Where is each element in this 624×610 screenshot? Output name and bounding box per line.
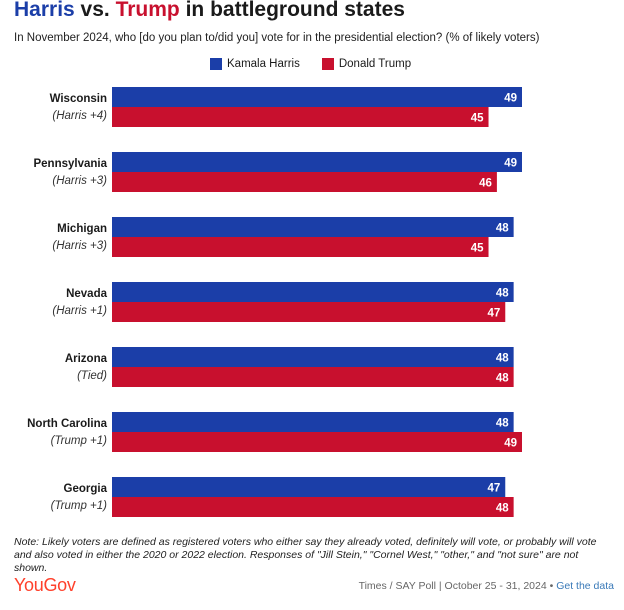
value-label-harris-michigan: 48 xyxy=(496,223,509,235)
margin-label-arizona: (Tied) xyxy=(77,370,107,382)
bar-harris-north-carolina xyxy=(112,412,514,432)
bar-trump-michigan xyxy=(112,237,489,257)
value-label-trump-pennsylvania: 46 xyxy=(479,178,492,190)
margin-label-georgia: (Trump +1) xyxy=(51,500,108,512)
title-trump: Trump xyxy=(115,0,180,21)
value-label-trump-nevada: 47 xyxy=(487,308,500,320)
margin-label-wisconsin: (Harris +4) xyxy=(52,110,107,122)
value-label-harris-nevada: 48 xyxy=(496,288,509,300)
category-label-georgia: Georgia xyxy=(64,483,108,495)
title-rest: in battleground states xyxy=(179,0,405,21)
category-label-north-carolina: North Carolina xyxy=(27,418,107,430)
chart-legend: Kamala Harris Donald Trump xyxy=(210,58,411,70)
yougov-logo: YouGov xyxy=(14,575,76,595)
value-label-trump-north-carolina: 49 xyxy=(504,438,517,450)
category-label-wisconsin: Wisconsin xyxy=(50,93,107,105)
bar-harris-pennsylvania xyxy=(112,152,522,172)
category-label-nevada: Nevada xyxy=(66,288,108,300)
source-separator: • xyxy=(546,580,557,592)
margin-label-nevada: (Harris +1) xyxy=(52,305,107,317)
value-label-trump-wisconsin: 45 xyxy=(471,113,484,125)
source-text: Times / SAY Poll | October 25 - 31, 2024 xyxy=(358,580,547,592)
margin-label-pennsylvania: (Harris +3) xyxy=(52,175,107,187)
bar-harris-michigan xyxy=(112,217,514,237)
legend-item-trump: Donald Trump xyxy=(321,58,412,70)
bar-trump-georgia xyxy=(112,497,514,517)
footnote: Note: Likely voters are defined as regis… xyxy=(14,536,597,574)
bar-harris-arizona xyxy=(112,347,514,367)
value-label-trump-georgia: 48 xyxy=(496,503,509,515)
value-label-harris-arizona: 48 xyxy=(496,353,509,365)
bar-trump-pennsylvania xyxy=(112,172,497,192)
value-label-harris-georgia: 47 xyxy=(487,483,500,495)
category-label-arizona: Arizona xyxy=(65,353,108,365)
legend-swatch-harris xyxy=(210,58,222,70)
value-label-harris-north-carolina: 48 xyxy=(496,418,509,430)
bar-harris-georgia xyxy=(112,477,506,497)
chart-title: Harris vs. Trump in battleground states xyxy=(14,0,405,22)
bar-trump-nevada xyxy=(112,302,506,322)
value-label-harris-pennsylvania: 49 xyxy=(504,158,517,170)
value-label-trump-arizona: 48 xyxy=(496,373,509,385)
value-label-harris-wisconsin: 49 xyxy=(504,93,517,105)
legend-label-trump: Donald Trump xyxy=(338,58,412,70)
chart-subtitle: In November 2024, who [do you plan to/di… xyxy=(14,32,540,44)
title-vs: vs. xyxy=(74,0,116,21)
source-line: Times / SAY Poll | October 25 - 31, 2024… xyxy=(359,580,614,592)
bar-trump-wisconsin xyxy=(112,107,489,127)
margin-label-michigan: (Harris +3) xyxy=(52,240,107,252)
bar-trump-north-carolina xyxy=(112,432,522,452)
category-label-michigan: Michigan xyxy=(57,223,107,235)
get-the-data-link[interactable]: Get the data xyxy=(556,580,614,592)
bar-harris-nevada xyxy=(112,282,514,302)
legend-item-harris: Kamala Harris xyxy=(210,58,300,70)
bar-harris-wisconsin xyxy=(112,87,522,107)
title-harris: Harris xyxy=(14,0,75,21)
legend-label-harris: Kamala Harris xyxy=(227,58,300,70)
bar-chart: Wisconsin (Harris +4) 49 45 Pennsylvania (Har… xyxy=(27,87,522,517)
legend-swatch-trump xyxy=(321,58,334,70)
value-label-trump-michigan: 45 xyxy=(471,243,484,255)
bar-trump-arizona xyxy=(112,367,514,387)
category-label-pennsylvania: Pennsylvania xyxy=(33,158,107,170)
margin-label-north-carolina: (Trump +1) xyxy=(51,435,108,447)
